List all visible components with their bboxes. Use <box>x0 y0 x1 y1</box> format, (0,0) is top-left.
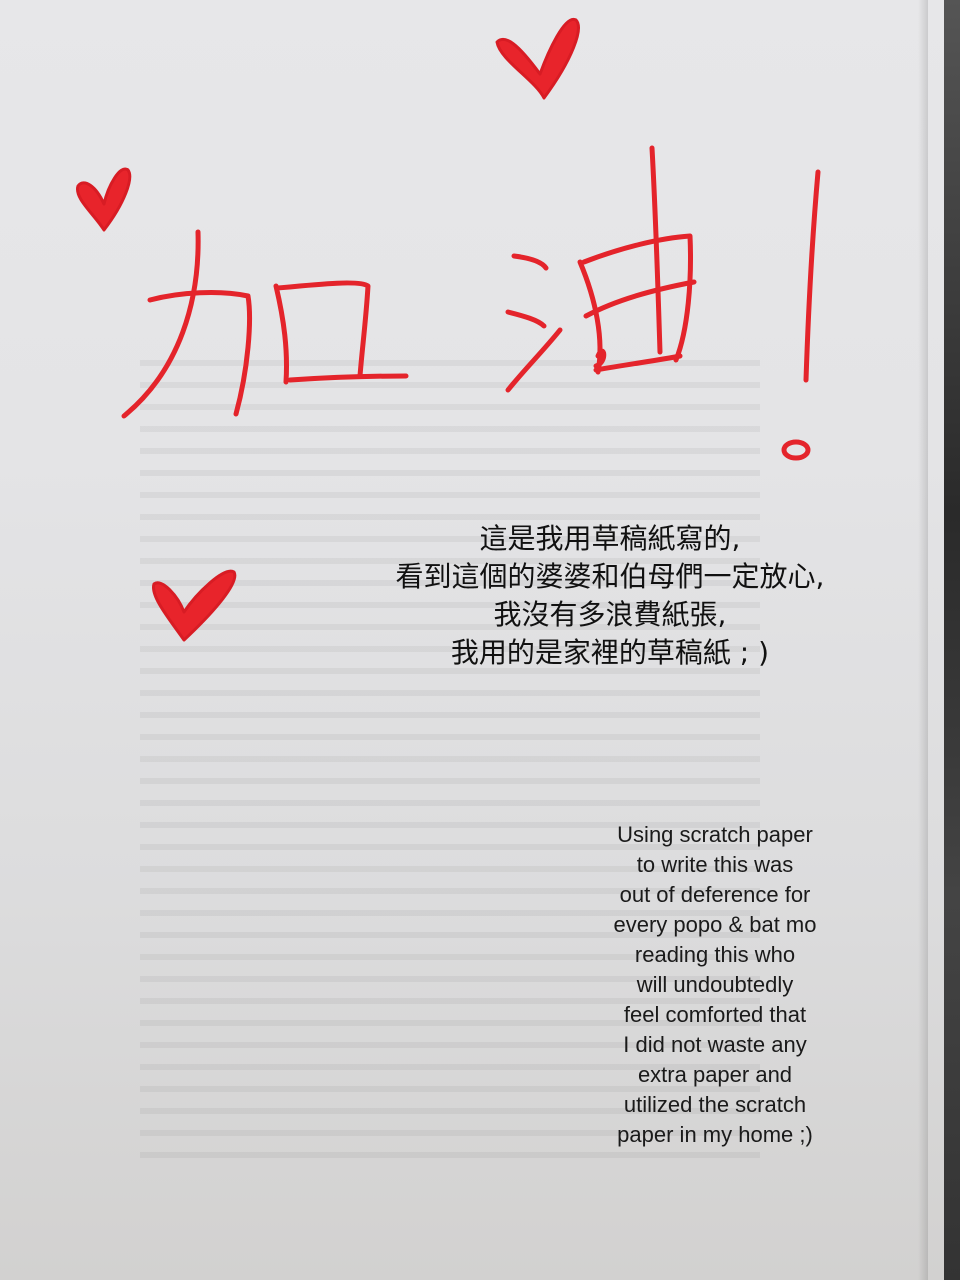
english-caption-line: I did not waste any <box>623 1032 807 1057</box>
character-you <box>505 145 697 393</box>
paper-edge-shadow <box>918 0 928 1280</box>
heart-icon <box>495 18 580 100</box>
chinese-caption: 這是我用草稿紙寫的, 看到這個的婆婆和伯母們一定放心, 我沒有多浪費紙張, 我用… <box>330 520 890 672</box>
english-caption-line: paper in my home ;) <box>617 1122 813 1147</box>
english-caption-line: reading this who <box>634 942 796 967</box>
english-caption-line: feel comforted that <box>623 1002 807 1027</box>
english-caption-line: out of deference for <box>619 882 811 907</box>
english-caption-line: will undoubtedly <box>636 972 794 997</box>
english-caption-line: every popo & bat mo <box>613 912 817 937</box>
english-caption: Using scratch paper to write this was ou… <box>570 820 860 1150</box>
bleed-through-print <box>140 360 760 1160</box>
chinese-caption-line: 這是我用草稿紙寫的, <box>479 522 741 555</box>
chinese-caption-line: 看到這個的婆婆和伯母們一定放心, <box>395 560 825 593</box>
english-caption-line: Using scratch paper <box>617 822 813 847</box>
chinese-caption-line: 我用的是家裡的草稿紙 ; ) <box>450 636 770 669</box>
english-caption-line: to write this was <box>636 852 794 877</box>
background-edge <box>944 0 960 1280</box>
english-caption-line: utilized the scratch <box>623 1092 807 1117</box>
heart-icon <box>76 167 132 232</box>
heart-icon <box>152 569 237 642</box>
exclamation-mark <box>781 169 821 461</box>
english-caption-line: extra paper and <box>637 1062 793 1087</box>
character-jia <box>121 229 409 419</box>
chinese-caption-line: 我沒有多浪費紙張, <box>493 598 727 631</box>
